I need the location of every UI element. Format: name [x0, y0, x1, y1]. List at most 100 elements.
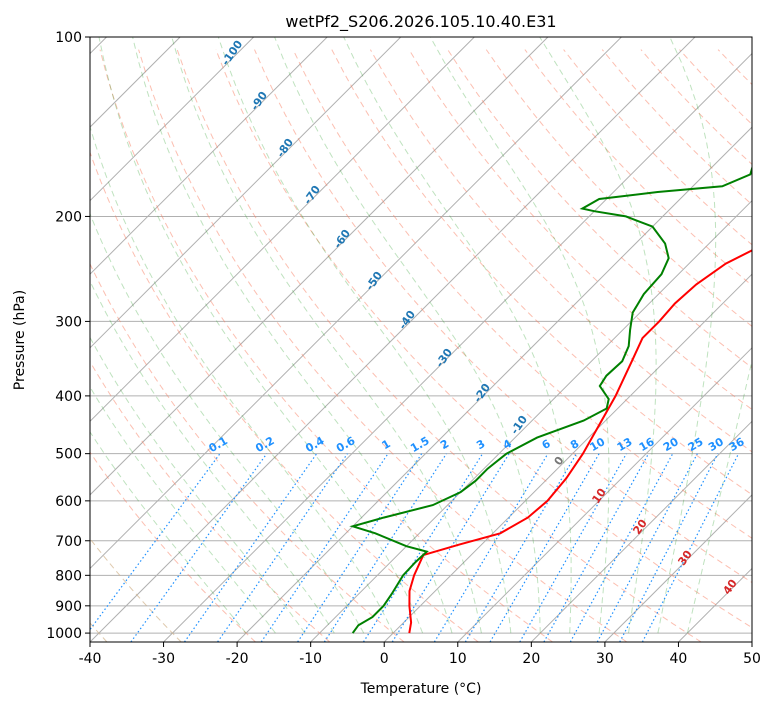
- isotherm-line: [678, 567, 752, 642]
- mixing-ratio-line: [464, 453, 577, 642]
- x-tick-label: -40: [79, 651, 102, 667]
- moist-adiabat-line: [90, 336, 306, 634]
- dry-adiabat-line: [215, 49, 752, 629]
- mixing-ratio-line: [641, 453, 740, 642]
- moist-adiabat-line: [343, 37, 572, 634]
- dry-adiabat-line: [90, 360, 331, 642]
- adiabat-label: 40: [720, 577, 740, 597]
- y-tick-label: 300: [55, 314, 82, 330]
- y-axis-label: Pressure (hPa): [12, 290, 28, 390]
- isotherm-line: [90, 37, 549, 496]
- mixing-ratio-label: 8: [568, 437, 581, 452]
- adiabat-label: -50: [363, 269, 385, 293]
- isotherm-line: [90, 37, 255, 202]
- mixing-ratio-label: 1.5: [408, 434, 431, 455]
- dry-adiabat-line: [90, 451, 256, 642]
- mixing-ratio-line: [433, 453, 549, 642]
- isotherm-line: [310, 199, 752, 642]
- isotherm-line: [457, 347, 752, 642]
- mixing-ratio-line: [323, 453, 447, 642]
- y-tick-label: 100: [55, 30, 82, 46]
- adiabat-label: -100: [219, 38, 246, 68]
- mixing-ratio-line: [519, 453, 627, 642]
- mixing-ratio-line: [90, 453, 221, 631]
- mixing-ratio-line: [297, 453, 423, 642]
- dry-adiabat-line: [254, 49, 752, 584]
- adiabat-label: -80: [274, 136, 296, 160]
- mixing-ratio-line: [217, 453, 348, 642]
- x-tick-label: -20: [226, 651, 249, 667]
- dry-adiabat-line: [292, 49, 752, 539]
- x-tick-label: 50: [743, 651, 761, 667]
- dry-adiabat-line: [176, 49, 702, 642]
- y-tick-label: 700: [55, 534, 82, 550]
- isotherm-line: [90, 37, 328, 275]
- moist-adiabat-line: [171, 37, 482, 634]
- mixing-ratio-line: [260, 453, 389, 642]
- isotherm-line: [751, 641, 752, 642]
- moist-adiabat-line: [539, 37, 657, 634]
- y-tick-label: 500: [55, 447, 82, 463]
- dry-adiabat-line: [369, 49, 752, 453]
- dry-adiabat-line: [99, 49, 553, 642]
- moist-adiabat-line: [90, 431, 247, 634]
- mixing-ratio-label: 1: [380, 437, 393, 452]
- mixing-ratio-label: 10: [587, 435, 607, 454]
- y-tick-label: 900: [55, 599, 82, 615]
- isotherm-line: [530, 420, 752, 642]
- moist-adiabat-line: [90, 279, 335, 634]
- temperature-profile-line: [408, 249, 752, 634]
- moist-adiabat-line: [274, 37, 541, 634]
- adiabat-label: 30: [675, 548, 695, 568]
- axes: -40 -30 -20 -10 0 10 20 30 40 5010020030040050060…: [46, 30, 761, 667]
- x-tick-label: 0: [380, 651, 389, 667]
- moist-adiabat-line: [217, 37, 512, 634]
- dry-adiabat-line: [563, 49, 752, 246]
- moist-adiabat-line: [90, 386, 276, 634]
- moist-adiabat-line: [90, 125, 394, 634]
- series-layer: [349, 165, 752, 634]
- mixing-ratio-label: 20: [661, 435, 681, 454]
- isotherm-line: [383, 273, 752, 642]
- dry-adiabat-line: [331, 49, 752, 496]
- mixing-ratio-label: 16: [637, 435, 657, 454]
- adiabat-label: -40: [396, 308, 418, 332]
- y-tick-label: 200: [55, 209, 82, 225]
- isotherm-line: [90, 37, 622, 570]
- y-tick-label: 1000: [46, 626, 82, 642]
- x-tick-label: -10: [299, 651, 322, 667]
- adiabat-label: -70: [301, 183, 323, 207]
- x-tick-label: 30: [596, 651, 614, 667]
- x-tick-label: 20: [522, 651, 540, 667]
- mixing-ratio-label: 2: [438, 437, 451, 452]
- mixing-ratio-label: 36: [727, 435, 747, 454]
- mixing-ratio-label: 3: [474, 437, 487, 452]
- dry-adiabat-line: [717, 49, 752, 86]
- x-tick-label: 10: [449, 651, 467, 667]
- adiabat-label: -20: [471, 381, 493, 405]
- moist-adiabat-line: [657, 37, 717, 634]
- mixing-ratio-label: 0.4: [303, 434, 327, 455]
- moist-adiabat-line: [429, 37, 610, 634]
- dry-adiabat-line: [90, 150, 479, 642]
- mixing-ratio-label: 30: [706, 435, 726, 454]
- mixing-ratio-label: 6: [540, 437, 553, 452]
- dry-adiabat-line: [138, 49, 628, 642]
- mixing-ratio-line: [489, 453, 600, 642]
- y-tick-label: 400: [55, 389, 82, 405]
- moist-adiabat-line: [132, 37, 453, 634]
- isotherm-line: [90, 37, 696, 642]
- plot-frame: [89, 36, 753, 643]
- dry-adiabat-line: [757, 50, 775, 642]
- isotherm-line: [90, 37, 475, 423]
- dry-adiabat-line: [640, 49, 752, 165]
- dry-adiabat-line: [447, 49, 752, 369]
- background-grid: 0.1 0.2 0.4 0.6 1 1.5 2 3 4 6 8 10 13 16 20 25 30 36-100-…: [90, 37, 775, 642]
- x-tick-label: 40: [670, 651, 688, 667]
- mixing-ratio-label: 13: [615, 435, 635, 454]
- dry-adiabat-line: [408, 49, 752, 411]
- x-tick-label: -30: [152, 651, 175, 667]
- isotherm-line: [163, 52, 752, 642]
- adiabat-label: -30: [433, 346, 455, 370]
